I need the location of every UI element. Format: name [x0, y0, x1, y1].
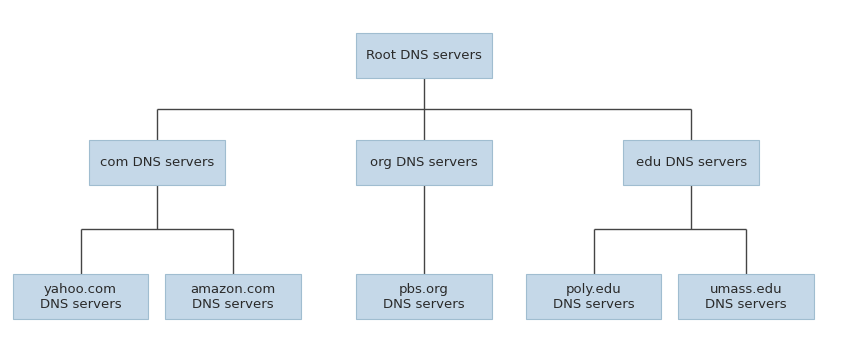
Text: pbs.org
DNS servers: pbs.org DNS servers — [383, 283, 465, 311]
Text: poly.edu
DNS servers: poly.edu DNS servers — [553, 283, 634, 311]
FancyBboxPatch shape — [356, 274, 492, 319]
Text: umass.edu
DNS servers: umass.edu DNS servers — [706, 283, 787, 311]
Text: edu DNS servers: edu DNS servers — [635, 156, 747, 169]
FancyBboxPatch shape — [89, 140, 225, 185]
FancyBboxPatch shape — [623, 140, 759, 185]
FancyBboxPatch shape — [356, 33, 492, 78]
FancyBboxPatch shape — [526, 274, 661, 319]
Text: org DNS servers: org DNS servers — [370, 156, 478, 169]
Text: yahoo.com
DNS servers: yahoo.com DNS servers — [40, 283, 121, 311]
FancyBboxPatch shape — [13, 274, 148, 319]
Text: amazon.com
DNS servers: amazon.com DNS servers — [191, 283, 276, 311]
FancyBboxPatch shape — [165, 274, 301, 319]
FancyBboxPatch shape — [356, 140, 492, 185]
Text: Root DNS servers: Root DNS servers — [366, 49, 482, 62]
FancyBboxPatch shape — [678, 274, 814, 319]
Text: com DNS servers: com DNS servers — [100, 156, 214, 169]
